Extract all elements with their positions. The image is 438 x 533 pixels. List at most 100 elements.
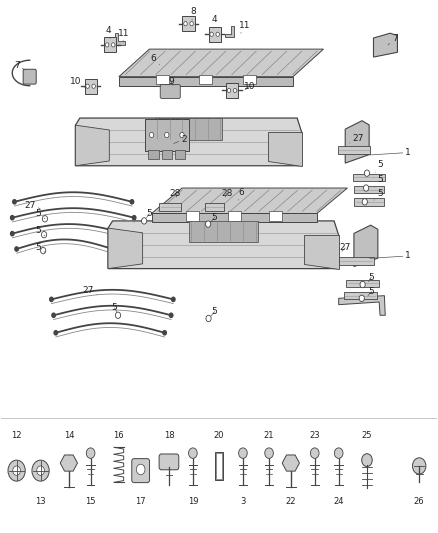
Bar bbox=[354, 198, 384, 206]
Bar bbox=[243, 75, 256, 84]
Text: 19: 19 bbox=[187, 497, 198, 506]
Circle shape bbox=[265, 448, 273, 458]
FancyBboxPatch shape bbox=[160, 85, 180, 99]
Polygon shape bbox=[339, 296, 385, 316]
Circle shape bbox=[32, 460, 49, 481]
Circle shape bbox=[130, 200, 134, 204]
Circle shape bbox=[37, 466, 44, 475]
Bar bbox=[85, 79, 97, 94]
FancyBboxPatch shape bbox=[23, 69, 36, 84]
Polygon shape bbox=[304, 235, 339, 269]
Bar bbox=[208, 27, 221, 42]
Text: 5: 5 bbox=[211, 213, 218, 222]
Text: 5: 5 bbox=[35, 244, 45, 253]
Text: 28: 28 bbox=[221, 189, 233, 198]
Text: 20: 20 bbox=[214, 431, 224, 440]
Text: 1: 1 bbox=[370, 148, 411, 157]
Circle shape bbox=[54, 330, 57, 335]
Text: 26: 26 bbox=[414, 497, 424, 506]
Text: 6: 6 bbox=[151, 54, 160, 64]
Circle shape bbox=[364, 170, 370, 176]
Circle shape bbox=[206, 316, 211, 321]
Text: 18: 18 bbox=[164, 431, 174, 440]
Text: 5: 5 bbox=[374, 189, 383, 200]
Polygon shape bbox=[116, 33, 125, 45]
Circle shape bbox=[216, 32, 219, 36]
Circle shape bbox=[362, 199, 367, 205]
Circle shape bbox=[49, 297, 53, 302]
Text: 7: 7 bbox=[388, 34, 398, 45]
Polygon shape bbox=[108, 228, 143, 269]
Bar bbox=[162, 150, 172, 159]
Text: 8: 8 bbox=[190, 7, 196, 20]
Text: 17: 17 bbox=[135, 497, 146, 506]
Circle shape bbox=[111, 247, 114, 251]
Circle shape bbox=[184, 21, 187, 26]
FancyBboxPatch shape bbox=[132, 459, 149, 482]
Circle shape bbox=[205, 221, 211, 227]
Circle shape bbox=[311, 448, 319, 458]
Text: 27: 27 bbox=[24, 201, 40, 210]
Text: 5: 5 bbox=[368, 287, 374, 296]
Circle shape bbox=[132, 216, 136, 220]
Text: 28: 28 bbox=[170, 189, 181, 198]
Text: 5: 5 bbox=[211, 307, 218, 316]
Circle shape bbox=[52, 313, 55, 317]
Bar bbox=[228, 211, 241, 221]
Polygon shape bbox=[60, 455, 78, 471]
Circle shape bbox=[116, 312, 120, 318]
Text: 2: 2 bbox=[174, 135, 187, 144]
Bar bbox=[226, 83, 238, 98]
Circle shape bbox=[11, 216, 14, 220]
Text: 21: 21 bbox=[264, 431, 274, 440]
Circle shape bbox=[172, 297, 175, 302]
Circle shape bbox=[11, 231, 14, 236]
Polygon shape bbox=[119, 49, 323, 77]
Bar bbox=[145, 119, 188, 151]
Circle shape bbox=[86, 448, 95, 458]
Bar bbox=[354, 186, 385, 193]
Circle shape bbox=[41, 247, 46, 254]
Circle shape bbox=[239, 448, 247, 458]
Bar bbox=[346, 280, 379, 287]
Circle shape bbox=[141, 217, 147, 224]
Bar bbox=[148, 150, 159, 159]
Bar bbox=[104, 37, 116, 52]
Text: 24: 24 bbox=[333, 497, 344, 506]
Circle shape bbox=[360, 281, 365, 288]
Text: 5: 5 bbox=[35, 227, 45, 236]
Bar bbox=[183, 16, 194, 31]
Text: 27: 27 bbox=[83, 286, 97, 295]
Polygon shape bbox=[189, 221, 258, 243]
Polygon shape bbox=[374, 33, 397, 57]
Bar bbox=[339, 257, 374, 265]
Bar bbox=[175, 150, 185, 159]
Circle shape bbox=[136, 464, 145, 475]
FancyBboxPatch shape bbox=[159, 454, 179, 470]
Text: 11: 11 bbox=[239, 21, 251, 33]
Circle shape bbox=[86, 84, 89, 88]
Polygon shape bbox=[108, 221, 339, 269]
Bar bbox=[199, 75, 212, 84]
Bar bbox=[205, 204, 224, 211]
Polygon shape bbox=[354, 225, 378, 266]
Polygon shape bbox=[155, 118, 223, 140]
Circle shape bbox=[233, 88, 237, 93]
Bar bbox=[344, 292, 377, 300]
Polygon shape bbox=[75, 125, 110, 166]
Text: 4: 4 bbox=[212, 15, 217, 28]
Circle shape bbox=[210, 32, 213, 36]
Circle shape bbox=[364, 185, 369, 191]
Circle shape bbox=[413, 458, 426, 474]
Text: 12: 12 bbox=[11, 431, 22, 440]
Circle shape bbox=[92, 84, 95, 88]
Bar bbox=[338, 146, 370, 154]
Polygon shape bbox=[119, 77, 293, 86]
Circle shape bbox=[334, 448, 343, 458]
Circle shape bbox=[170, 313, 173, 317]
Circle shape bbox=[13, 200, 16, 204]
Circle shape bbox=[106, 43, 109, 47]
Text: 10: 10 bbox=[244, 82, 255, 91]
Circle shape bbox=[124, 231, 127, 236]
Text: 5: 5 bbox=[376, 160, 383, 172]
